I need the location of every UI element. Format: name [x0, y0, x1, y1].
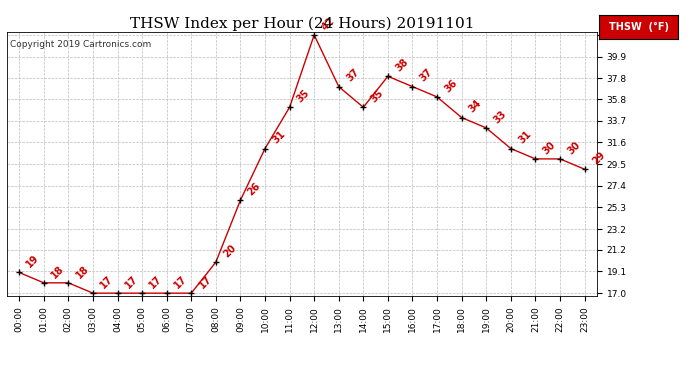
- Text: 18: 18: [49, 263, 66, 280]
- Text: 17: 17: [123, 274, 139, 290]
- Text: 37: 37: [418, 67, 435, 84]
- Text: 38: 38: [393, 57, 410, 74]
- Text: Copyright 2019 Cartronics.com: Copyright 2019 Cartronics.com: [10, 40, 151, 49]
- Text: 42: 42: [319, 16, 336, 32]
- Text: 29: 29: [590, 150, 607, 166]
- Title: THSW Index per Hour (24 Hours) 20191101: THSW Index per Hour (24 Hours) 20191101: [130, 16, 474, 31]
- Text: 35: 35: [369, 88, 386, 105]
- Text: 31: 31: [270, 129, 287, 146]
- Text: 26: 26: [246, 181, 263, 197]
- Text: 17: 17: [99, 274, 115, 290]
- Text: THSW  (°F): THSW (°F): [609, 22, 669, 32]
- Text: 17: 17: [148, 274, 164, 290]
- Text: 17: 17: [172, 274, 189, 290]
- Text: 36: 36: [442, 78, 460, 94]
- Text: 35: 35: [295, 88, 312, 105]
- Text: 33: 33: [492, 108, 509, 125]
- Text: 30: 30: [566, 140, 582, 156]
- Text: 17: 17: [197, 274, 213, 290]
- Text: 37: 37: [344, 67, 361, 84]
- Text: 20: 20: [221, 243, 238, 260]
- Text: 19: 19: [25, 253, 41, 270]
- Text: 34: 34: [467, 98, 484, 115]
- Text: 18: 18: [74, 263, 90, 280]
- Text: 30: 30: [541, 140, 558, 156]
- Text: 31: 31: [516, 129, 533, 146]
